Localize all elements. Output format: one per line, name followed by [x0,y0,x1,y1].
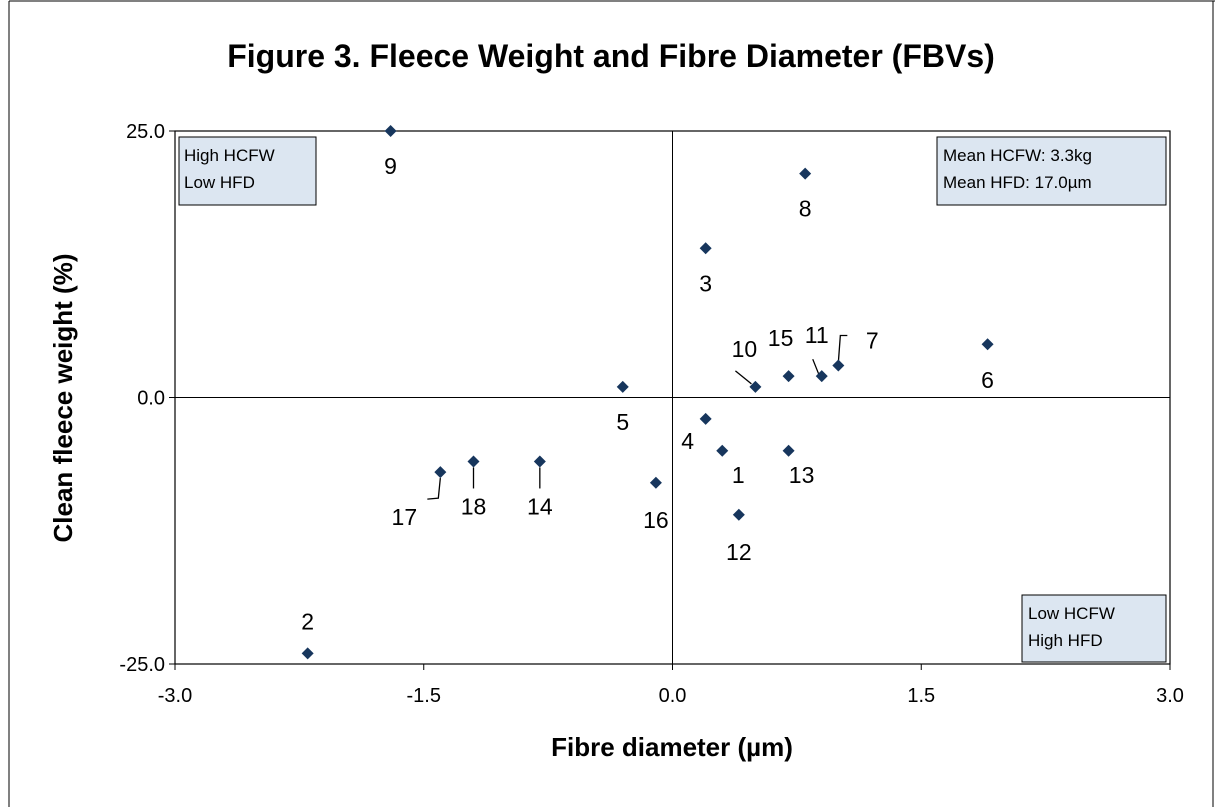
data-point-2 [301,647,314,660]
y-tick-label: 0.0 [137,388,165,410]
data-point-6 [981,338,994,351]
point-label-18: 18 [461,493,487,519]
data-point-4 [699,412,712,425]
y-tick-label: -25.0 [119,654,165,676]
annotation-top-right: Mean HCFW: 3.3kg Mean HFD: 17.0µm [936,136,1167,206]
x-ticks: -3.0 -1.5 0.0 1.5 3.0 [158,664,1184,707]
data-point-13 [782,444,795,457]
x-tick-label: 1.5 [907,685,935,707]
point-label-15: 15 [768,325,794,351]
point-label-7: 7 [866,328,879,354]
annotation-top-right-line1: Mean HCFW: 3.3kg [943,146,1092,165]
data-point-5 [616,380,629,393]
point-label-3: 3 [699,270,712,296]
data-point-16 [649,476,662,489]
x-tick-label: 3.0 [1156,685,1184,707]
data-point-11 [815,370,828,383]
point-label-2: 2 [301,608,314,634]
point-label-6: 6 [981,367,994,393]
point-label-9: 9 [384,153,397,179]
annotation-top-left: High HCFW Low HFD [178,136,317,206]
annotation-bottom-right-line2: High HFD [1028,631,1103,650]
data-point-8 [799,167,812,180]
point-label-1: 1 [732,462,745,488]
chart-title: Figure 3. Fleece Weight and Fibre Diamet… [227,38,995,74]
point-label-17: 17 [392,504,418,530]
leader-lines [427,334,848,500]
annotation-top-right-line2: Mean HFD: 17.0µm [943,173,1092,192]
data-point-12 [732,508,745,521]
data-point-7 [832,359,845,372]
data-point-14 [533,455,546,468]
x-tick-label: -3.0 [158,685,192,707]
data-point-17 [434,466,447,479]
x-tick-label: -1.5 [407,685,441,707]
leader-line-10 [735,370,752,385]
annotation-bottom-right-line1: Low HCFW [1028,604,1115,623]
leader-line-11 [812,358,820,375]
x-tick-label: 0.0 [659,685,687,707]
point-label-12: 12 [726,539,752,565]
point-label-10: 10 [732,336,758,362]
point-label-5: 5 [616,409,629,435]
data-points [301,125,994,660]
data-point-3 [699,242,712,255]
point-label-11: 11 [805,322,829,348]
point-label-14: 14 [527,493,553,519]
data-point-10 [749,380,762,393]
annotation-top-left-line1: High HCFW [184,146,275,165]
data-point-15 [782,370,795,383]
leader-line-7 [837,334,848,363]
x-axis-title: Fibre diameter (µm) [551,732,793,762]
point-label-4: 4 [681,428,694,454]
data-point-1 [716,444,729,457]
point-label-16: 16 [643,507,669,533]
leader-line-17 [427,478,441,500]
point-label-8: 8 [799,196,812,222]
y-ticks: 25.0 0.0 -25.0 [119,121,175,676]
data-point-9 [384,125,397,137]
y-tick-label: 25.0 [126,121,165,143]
point-label-13: 13 [789,462,815,488]
annotation-bottom-right: Low HCFW High HFD [1021,594,1167,663]
annotation-top-left-line2: Low HFD [184,173,255,192]
data-point-18 [467,455,480,468]
y-axis-title: Clean fleece weight (%) [48,254,78,543]
